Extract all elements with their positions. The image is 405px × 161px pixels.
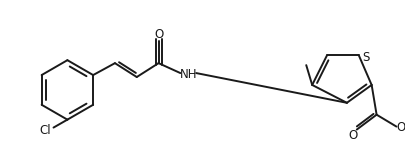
Text: O: O [154, 28, 163, 41]
Text: O: O [348, 129, 358, 142]
Text: S: S [362, 51, 369, 64]
Text: NH: NH [179, 68, 197, 80]
Text: Cl: Cl [40, 124, 51, 137]
Text: O: O [397, 121, 405, 134]
